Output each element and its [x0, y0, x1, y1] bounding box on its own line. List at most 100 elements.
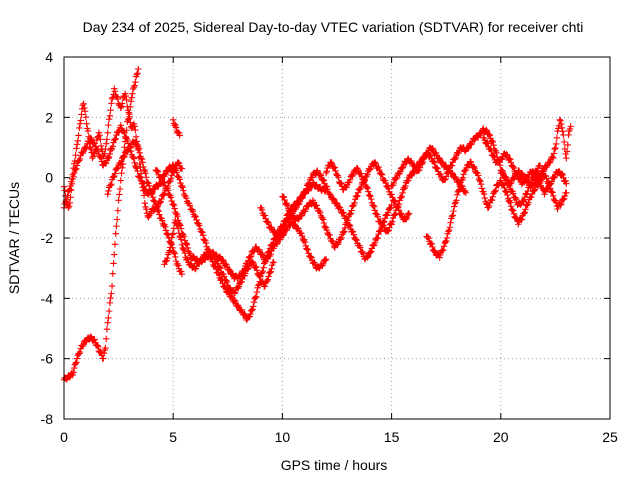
- data-point: [151, 198, 159, 205]
- data-point: [427, 240, 435, 247]
- data-point: [525, 199, 532, 206]
- data-point: [159, 217, 166, 224]
- data-point: [152, 201, 159, 208]
- data-point: [398, 211, 405, 219]
- data-point: [105, 187, 112, 195]
- data-point: [451, 203, 458, 210]
- data-point: [100, 349, 108, 357]
- data-point: [247, 252, 255, 260]
- data-point: [295, 216, 302, 223]
- data-point: [183, 194, 190, 202]
- data-point: [280, 194, 288, 201]
- data-point: [165, 191, 173, 198]
- data-point: [346, 222, 354, 230]
- data-point: [485, 131, 493, 138]
- data-point: [83, 143, 90, 151]
- data-point: [477, 178, 484, 185]
- data-point: [388, 221, 395, 228]
- data-point: [164, 231, 172, 239]
- data-point: [393, 174, 400, 181]
- data-point: [279, 193, 287, 200]
- data-point: [105, 314, 112, 322]
- data-point: [388, 191, 395, 198]
- data-point: [560, 195, 568, 202]
- data-point: [480, 190, 488, 198]
- data-point: [397, 210, 405, 217]
- data-point: [174, 221, 181, 228]
- data-point: [346, 210, 354, 218]
- data-point: [331, 164, 339, 171]
- data-point: [528, 193, 535, 201]
- data-point: [354, 192, 361, 199]
- data-point: [464, 145, 472, 152]
- data-point: [65, 203, 73, 210]
- data-point: [263, 277, 271, 285]
- data-point: [509, 174, 517, 182]
- data-point: [225, 266, 232, 274]
- data-point: [199, 232, 207, 239]
- data-point: [74, 137, 82, 145]
- data-point: [531, 187, 538, 194]
- data-point: [88, 136, 95, 143]
- data-point: [558, 200, 565, 208]
- data-point: [563, 180, 570, 187]
- data-point: [509, 190, 517, 197]
- data-point: [565, 131, 572, 139]
- satellite-track-1: [60, 65, 142, 383]
- data-point: [384, 227, 392, 235]
- data-point: [378, 171, 386, 178]
- data-point: [322, 255, 330, 263]
- data-point: [324, 186, 331, 193]
- y-tick-label: -8: [41, 411, 54, 427]
- data-point: [81, 104, 88, 112]
- data-point: [399, 164, 406, 172]
- data-point: [560, 174, 567, 182]
- data-point: [338, 234, 345, 241]
- data-point: [108, 100, 115, 107]
- data-point: [507, 156, 514, 163]
- data-point: [210, 252, 217, 260]
- data-point: [543, 175, 550, 182]
- data-point: [107, 294, 114, 302]
- data-point: [496, 162, 504, 169]
- data-point: [536, 179, 544, 187]
- data-point: [249, 258, 256, 265]
- data-point: [481, 194, 488, 202]
- data-point: [106, 150, 114, 158]
- data-point: [448, 212, 456, 220]
- satellite-track-5: [161, 216, 277, 297]
- data-point: [76, 155, 84, 163]
- data-point: [180, 246, 188, 254]
- data-point: [320, 219, 328, 227]
- data-point: [179, 184, 186, 191]
- data-point: [357, 183, 365, 191]
- data-point: [138, 155, 146, 163]
- satellite-track-6: [170, 116, 183, 139]
- data-point: [507, 199, 514, 206]
- data-point: [375, 163, 382, 171]
- data-point: [378, 170, 385, 178]
- data-point: [137, 155, 145, 162]
- data-point: [264, 276, 272, 283]
- data-point: [552, 197, 559, 205]
- data-point: [125, 109, 132, 116]
- data-point: [70, 169, 78, 177]
- data-point: [109, 270, 116, 277]
- data-point: [304, 246, 312, 253]
- data-point: [293, 204, 300, 211]
- data-point: [376, 228, 383, 235]
- data-point: [129, 90, 136, 97]
- data-point: [183, 255, 191, 263]
- data-point: [207, 249, 214, 257]
- data-point: [176, 233, 183, 240]
- data-point: [108, 282, 116, 290]
- data-point: [512, 214, 520, 221]
- data-point: [308, 254, 315, 261]
- data-point: [442, 238, 449, 246]
- data-point: [433, 164, 440, 171]
- data-point: [117, 177, 124, 184]
- data-point: [498, 169, 505, 177]
- data-point: [133, 71, 140, 78]
- data-point: [269, 259, 277, 266]
